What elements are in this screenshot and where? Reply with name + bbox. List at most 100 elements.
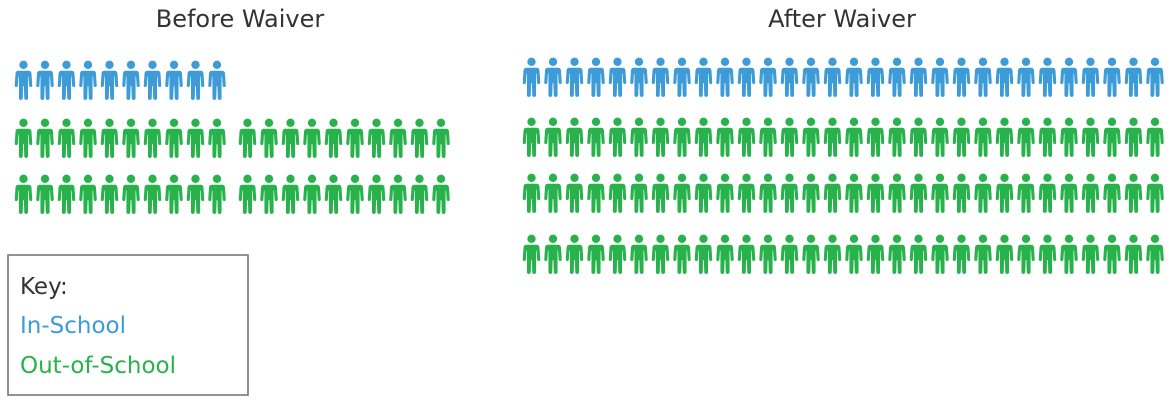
out-of-school-person-icon [673, 234, 691, 274]
out-of-school-person-icon [630, 173, 648, 213]
out-of-school-person-icon [522, 234, 541, 274]
out-of-school-person-icon [1017, 173, 1035, 213]
in-school-person-icon [1017, 57, 1035, 97]
in-school-person-icon [759, 57, 777, 97]
in-school-person-icon [36, 60, 54, 100]
out-of-school-person-icon [432, 174, 450, 214]
out-of-school-person-icon [931, 173, 949, 213]
out-of-school-person-icon [694, 117, 713, 157]
out-of-school-person-icon [737, 234, 756, 274]
in-school-person-icon [651, 57, 670, 97]
out-of-school-person-icon [888, 117, 906, 157]
out-of-school-person-icon [57, 174, 76, 214]
out-of-school-person-icon [522, 173, 541, 213]
in-school-person-icon [122, 60, 140, 100]
out-of-school-person-icon [186, 174, 205, 214]
out-of-school-person-icon [1103, 173, 1121, 213]
out-of-school-person-icon [1081, 173, 1100, 213]
out-of-school-person-icon [823, 234, 842, 274]
key-border [7, 254, 249, 396]
out-of-school-person-icon [208, 174, 226, 214]
out-of-school-person-icon [694, 173, 713, 213]
out-of-school-person-icon [79, 118, 97, 158]
out-of-school-person-icon [759, 117, 777, 157]
out-of-school-person-icon [995, 173, 1014, 213]
out-of-school-person-icon [565, 173, 584, 213]
out-of-school-person-icon [565, 234, 584, 274]
in-school-person-icon [544, 57, 562, 97]
out-of-school-person-icon [673, 173, 691, 213]
out-of-school-person-icon [888, 234, 906, 274]
in-school-person-icon [165, 60, 183, 100]
in-school-person-icon [974, 57, 992, 97]
out-of-school-person-icon [260, 118, 278, 158]
out-of-school-person-icon [186, 118, 205, 158]
key-box: Key: In-School Out-of-School [7, 254, 249, 396]
out-of-school-person-icon [974, 117, 992, 157]
out-of-school-person-icon [587, 234, 605, 274]
out-of-school-person-icon [143, 174, 162, 214]
out-of-school-person-icon [1081, 117, 1100, 157]
out-of-school-person-icon [995, 117, 1014, 157]
in-school-person-icon [587, 57, 605, 97]
in-school-person-icon [1103, 57, 1121, 97]
out-of-school-person-icon [1124, 117, 1143, 157]
out-of-school-person-icon [587, 173, 605, 213]
out-of-school-person-icon [281, 174, 300, 214]
key-item-in-school: In-School [20, 313, 126, 339]
out-of-school-person-icon [432, 118, 450, 158]
out-of-school-person-icon [952, 117, 971, 157]
in-school-person-icon [845, 57, 863, 97]
out-of-school-person-icon [759, 234, 777, 274]
in-school-person-icon [1038, 57, 1057, 97]
out-of-school-person-icon [1060, 117, 1078, 157]
out-of-school-person-icon [238, 174, 257, 214]
out-of-school-person-icon [1124, 173, 1143, 213]
out-of-school-person-icon [737, 117, 756, 157]
out-of-school-person-icon [100, 174, 119, 214]
out-of-school-person-icon [389, 118, 407, 158]
out-of-school-person-icon [823, 117, 842, 157]
out-of-school-person-icon [544, 173, 562, 213]
in-school-person-icon [866, 57, 885, 97]
in-school-person-icon [737, 57, 756, 97]
out-of-school-person-icon [802, 173, 820, 213]
out-of-school-person-icon [100, 118, 119, 158]
in-school-person-icon [802, 57, 820, 97]
in-school-person-icon [673, 57, 691, 97]
out-of-school-person-icon [952, 173, 971, 213]
out-of-school-person-icon [208, 118, 226, 158]
out-of-school-person-icon [1060, 234, 1078, 274]
out-of-school-person-icon [802, 117, 820, 157]
in-school-person-icon [888, 57, 906, 97]
out-of-school-person-icon [974, 234, 992, 274]
in-school-person-icon [565, 57, 584, 97]
out-of-school-person-icon [165, 174, 183, 214]
in-school-person-icon [57, 60, 76, 100]
out-of-school-person-icon [909, 173, 928, 213]
out-of-school-person-icon [651, 117, 670, 157]
out-of-school-person-icon [630, 117, 648, 157]
out-of-school-person-icon [866, 117, 885, 157]
out-of-school-person-icon [780, 117, 799, 157]
in-school-person-icon [1081, 57, 1100, 97]
out-of-school-person-icon [122, 174, 140, 214]
in-school-person-icon [909, 57, 928, 97]
out-of-school-person-icon [36, 174, 54, 214]
out-of-school-person-icon [909, 117, 928, 157]
out-of-school-person-icon [608, 234, 627, 274]
out-of-school-person-icon [866, 234, 885, 274]
out-of-school-person-icon [1146, 173, 1164, 213]
in-school-person-icon [630, 57, 648, 97]
out-of-school-person-icon [544, 234, 562, 274]
before-waiver-icons [14, 60, 450, 214]
out-of-school-person-icon [165, 118, 183, 158]
out-of-school-person-icon [410, 174, 429, 214]
in-school-person-icon [823, 57, 842, 97]
out-of-school-person-icon [565, 117, 584, 157]
out-of-school-person-icon [143, 118, 162, 158]
in-school-person-icon [694, 57, 713, 97]
out-of-school-person-icon [522, 117, 541, 157]
out-of-school-person-icon [303, 118, 321, 158]
out-of-school-person-icon [931, 117, 949, 157]
